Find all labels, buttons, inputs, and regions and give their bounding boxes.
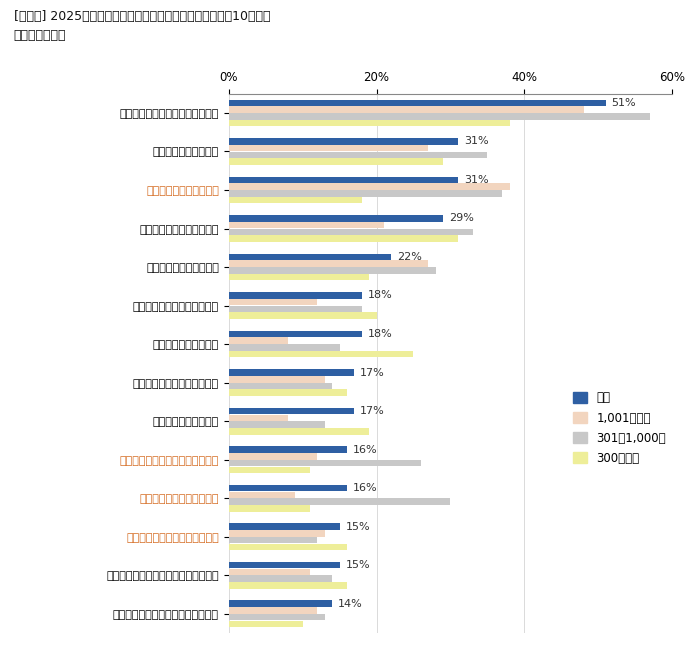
Bar: [229, 446, 347, 453]
Bar: [229, 621, 303, 627]
Bar: [229, 543, 347, 550]
Bar: [229, 183, 509, 190]
Text: 29%: 29%: [449, 213, 474, 224]
Bar: [229, 492, 295, 498]
Bar: [229, 107, 584, 113]
Text: 31%: 31%: [464, 136, 489, 147]
Bar: [229, 568, 310, 575]
Text: 17%: 17%: [360, 406, 385, 416]
Text: 51%: 51%: [612, 98, 636, 108]
Bar: [229, 485, 347, 492]
Bar: [229, 614, 325, 620]
Bar: [229, 215, 443, 222]
Bar: [229, 582, 347, 589]
Text: 16%: 16%: [353, 444, 378, 455]
Text: 14%: 14%: [338, 599, 363, 609]
Bar: [229, 562, 340, 568]
Bar: [229, 505, 310, 512]
Bar: [229, 460, 421, 466]
Bar: [229, 370, 354, 376]
Bar: [229, 530, 325, 537]
Bar: [229, 313, 376, 319]
Text: 31%: 31%: [464, 175, 489, 185]
Text: 22%: 22%: [397, 252, 422, 262]
Bar: [229, 408, 354, 414]
Bar: [229, 113, 650, 120]
Bar: [229, 158, 443, 165]
Legend: 全体, 1,001名以上, 301〜1,000名, 300名以下: 全体, 1,001名以上, 301〜1,000名, 300名以下: [568, 387, 671, 470]
Bar: [229, 382, 332, 390]
Bar: [229, 99, 606, 106]
Bar: [229, 453, 317, 459]
Bar: [229, 428, 369, 435]
Text: [図表５] 2025年卒採用における課題（複数回答、回答割合10％以上: [図表５] 2025年卒採用における課題（複数回答、回答割合10％以上: [14, 10, 270, 23]
Text: 18%: 18%: [368, 329, 392, 339]
Bar: [229, 260, 428, 267]
Text: 16%: 16%: [353, 483, 378, 493]
Bar: [229, 607, 317, 614]
Bar: [229, 292, 362, 298]
Bar: [229, 498, 450, 505]
Bar: [229, 229, 473, 235]
Bar: [229, 145, 428, 151]
Bar: [229, 415, 288, 421]
Bar: [229, 222, 384, 229]
Bar: [229, 299, 317, 306]
Bar: [229, 537, 317, 543]
Bar: [229, 576, 332, 582]
Text: 17%: 17%: [360, 368, 385, 377]
Bar: [229, 376, 325, 382]
Bar: [229, 138, 458, 145]
Bar: [229, 337, 288, 344]
Bar: [229, 466, 310, 473]
Bar: [229, 344, 340, 351]
Bar: [229, 120, 509, 127]
Bar: [229, 351, 414, 357]
Text: 18%: 18%: [368, 291, 392, 300]
Bar: [229, 274, 369, 280]
Bar: [229, 421, 325, 428]
Bar: [229, 390, 347, 396]
Bar: [229, 235, 458, 242]
Bar: [229, 152, 487, 158]
Text: の項目を抜粋）: の項目を抜粋）: [14, 29, 67, 42]
Bar: [229, 600, 332, 607]
Bar: [229, 331, 362, 337]
Text: 15%: 15%: [346, 521, 370, 532]
Bar: [229, 267, 436, 274]
Bar: [229, 190, 502, 196]
Bar: [229, 523, 340, 530]
Text: 15%: 15%: [346, 560, 370, 570]
Bar: [229, 197, 362, 203]
Bar: [229, 254, 392, 260]
Bar: [229, 176, 458, 183]
Bar: [229, 306, 362, 312]
